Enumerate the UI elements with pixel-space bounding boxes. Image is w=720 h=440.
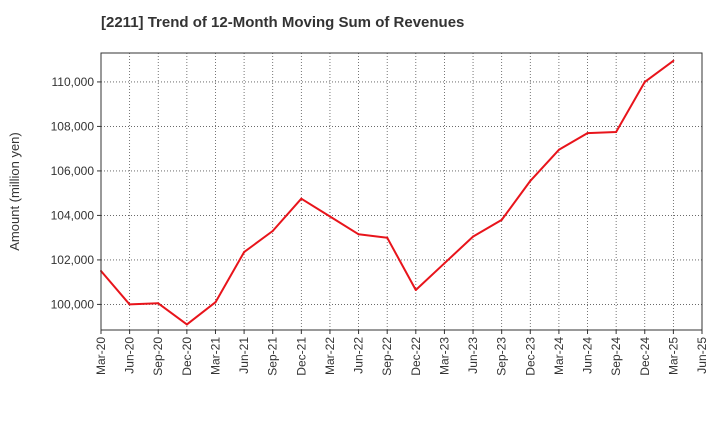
x-tick-label: Dec-20 [180, 337, 194, 376]
y-tick-label: 108,000 [51, 119, 95, 133]
data-point [243, 251, 246, 254]
x-tick-label: Sep-24 [609, 337, 623, 376]
data-point [615, 130, 618, 133]
x-tick-label: Dec-21 [294, 337, 308, 376]
data-point [443, 262, 446, 265]
data-point [300, 197, 303, 200]
x-tick-label: Jun-25 [695, 337, 709, 374]
y-tick-label: 110,000 [52, 75, 95, 89]
x-tick-label: Mar-21 [208, 337, 222, 375]
y-tick-label: 106,000 [51, 164, 95, 178]
y-tick-label: 104,000 [51, 208, 95, 222]
x-tick-label: Sep-20 [151, 337, 165, 376]
data-point [500, 218, 503, 221]
data-point [414, 288, 417, 291]
data-point [128, 303, 131, 306]
x-tick-label: Dec-22 [409, 337, 423, 376]
y-tick-label: 100,000 [51, 297, 95, 311]
x-tick-label: Jun-24 [581, 337, 595, 374]
x-tick-label: Sep-22 [380, 337, 394, 376]
data-point [472, 235, 475, 238]
data-point [586, 132, 589, 135]
x-tick-label: Dec-24 [638, 337, 652, 376]
data-point [328, 215, 331, 218]
grid [101, 53, 702, 330]
data-point [214, 301, 217, 304]
x-tick-label: Sep-23 [495, 337, 509, 376]
y-axis-label: Amount (million yen) [7, 132, 22, 251]
x-tick-label: Jun-20 [123, 337, 137, 374]
data-point [185, 323, 188, 326]
x-tick-label: Dec-23 [523, 337, 537, 376]
x-tick-label: Sep-21 [266, 337, 280, 376]
x-tick-label: Mar-20 [94, 337, 108, 375]
x-tick-label: Jun-22 [352, 337, 366, 374]
chart-title: [2211] Trend of 12-Month Moving Sum of R… [101, 14, 465, 31]
data-point [357, 233, 360, 236]
x-ticks: Mar-20 Jun-20 Sep-20 Dec-20 Mar-21 Jun-21 Sep-… [94, 330, 709, 376]
data-point [386, 236, 389, 239]
data-point [557, 148, 560, 151]
plot-frame [100, 52, 703, 331]
x-tick-label: Jun-23 [466, 337, 480, 374]
x-tick-label: Mar-23 [437, 337, 451, 375]
data-point [271, 229, 274, 232]
x-tick-label: Mar-25 [666, 337, 680, 375]
series-lines [100, 59, 675, 326]
data-point [529, 179, 532, 182]
y-ticks: 100,000 102,000 104,000 106,000 108,000 110,0… [51, 75, 101, 311]
y-tick-label: 102,000 [51, 253, 95, 267]
x-tick-label: Jun-21 [237, 337, 251, 374]
x-tick-label: Mar-24 [552, 337, 566, 375]
data-point [643, 80, 646, 83]
data-point [157, 302, 160, 305]
data-point [672, 59, 675, 62]
x-tick-label: Mar-22 [323, 337, 337, 375]
